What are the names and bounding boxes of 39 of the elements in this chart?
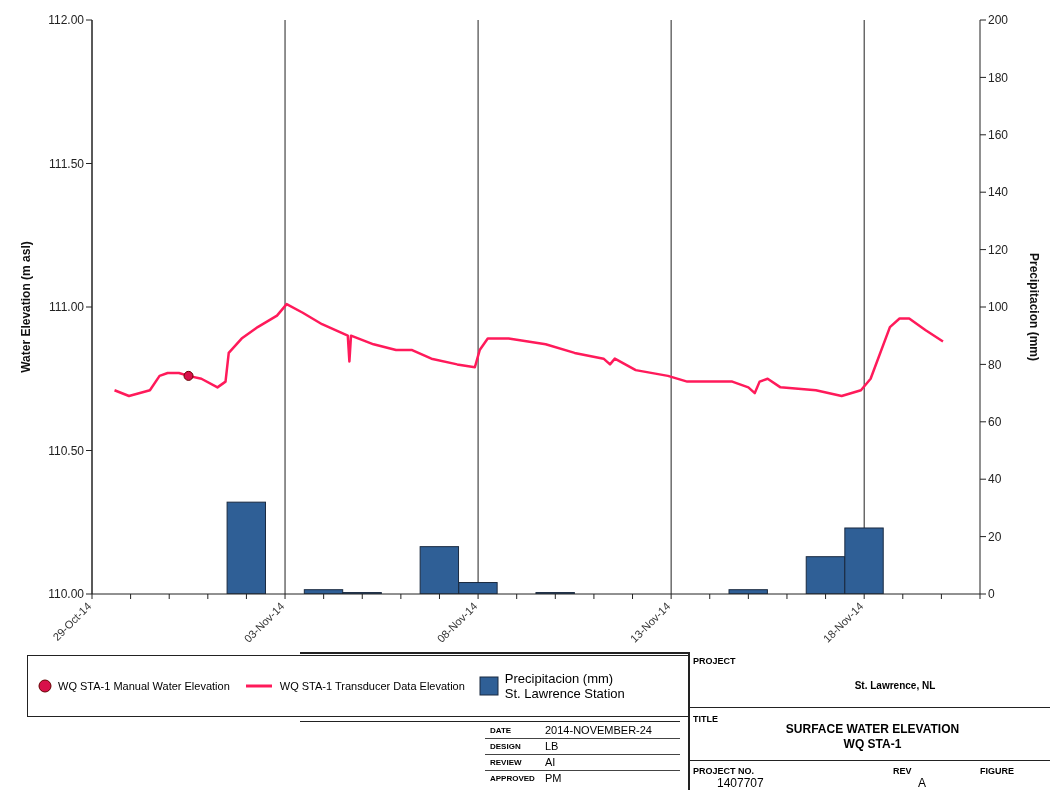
y2-tick-label: 80 xyxy=(988,357,1002,372)
y2-tick-label: 20 xyxy=(988,529,1002,544)
y-tick-label: 110.00 xyxy=(48,587,85,602)
y2-tick-label: 0 xyxy=(988,587,995,602)
text: LB xyxy=(545,740,559,752)
y2-tick-label: 180 xyxy=(988,70,1009,85)
y2-axis-title: Precipitacion (mm) xyxy=(1026,252,1041,362)
text: PM xyxy=(545,772,562,784)
legend-label: Precipitacion (mm) St. Lawrence Station xyxy=(504,671,625,701)
text: FIGURE xyxy=(980,766,1015,776)
text: PROJECT NO. xyxy=(693,766,755,776)
y2-tick-label: 160 xyxy=(988,128,1009,143)
y2-tick-label: 140 xyxy=(988,185,1009,200)
legend-label: WQ STA-1 Transducer Data Elevation xyxy=(279,680,465,692)
y-axis-title: Water Elevation (m asl) xyxy=(19,241,34,373)
text: TITLE xyxy=(693,714,718,724)
text: APPROVED xyxy=(490,774,535,783)
text: 2014-NOVEMBER-24 xyxy=(545,724,652,736)
text: DESIGN xyxy=(490,742,521,751)
y2-tick-label: 40 xyxy=(988,472,1002,487)
y2-tick-label: 120 xyxy=(988,242,1009,257)
y-tick-label: 111.50 xyxy=(49,156,85,171)
legend-label: WQ STA-1 Manual Water Elevation xyxy=(58,680,230,692)
text: REV xyxy=(893,766,912,776)
text: DATE xyxy=(490,726,512,735)
y-tick-label: 110.50 xyxy=(48,443,85,458)
text: REVIEW xyxy=(490,758,522,767)
text: A xyxy=(918,776,927,790)
text: PROJECT xyxy=(693,656,736,666)
text: 1407707 xyxy=(717,776,764,790)
y2-tick-label: 200 xyxy=(988,13,1009,28)
text: AI xyxy=(545,756,556,768)
text: St. Lawrence, NL xyxy=(853,680,937,691)
y-tick-label: 111.00 xyxy=(49,300,85,315)
text: WQ STA-1 xyxy=(842,737,903,752)
text: SURFACE WATER ELEVATION xyxy=(785,722,960,736)
y-tick-label: 112.00 xyxy=(48,13,85,28)
y2-tick-label: 100 xyxy=(988,300,1009,315)
y2-tick-label: 60 xyxy=(988,415,1002,430)
